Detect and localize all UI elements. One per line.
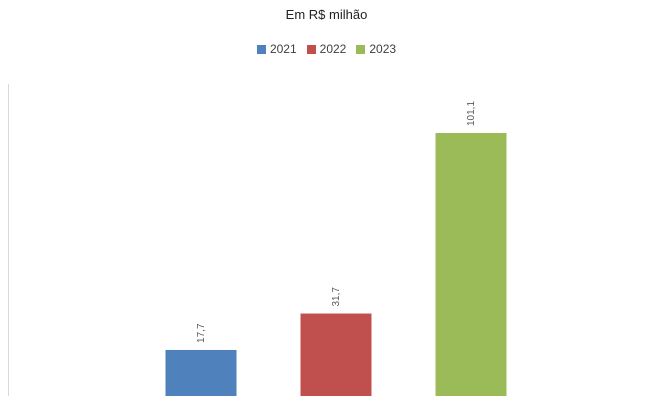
bar-2022	[300, 313, 372, 396]
legend-swatch-2023	[356, 44, 366, 54]
legend-label-2021: 2021	[269, 42, 297, 56]
data-label-2021: 17,7	[196, 323, 207, 343]
legend-entry-2023: 2023	[356, 42, 396, 56]
legend-entry-2021: 2021	[256, 42, 297, 56]
legend-label-2022: 2022	[319, 42, 347, 56]
bars-group: 17,7 31,7 101,1	[165, 101, 507, 396]
bar-2021	[165, 349, 237, 396]
bar-2023	[435, 133, 507, 396]
legend-swatch-2021	[256, 44, 266, 54]
chart-legend: 2021 2022 2023	[0, 42, 653, 56]
legend-label-2023: 2023	[369, 42, 397, 56]
chart-subtitle: Em R$ milhão	[285, 7, 368, 22]
legend-swatch-2022	[306, 44, 316, 54]
legend-entry-2022: 2022	[306, 42, 347, 56]
data-label-2022: 31,7	[331, 287, 342, 307]
data-label-2023: 101,1	[466, 101, 477, 126]
